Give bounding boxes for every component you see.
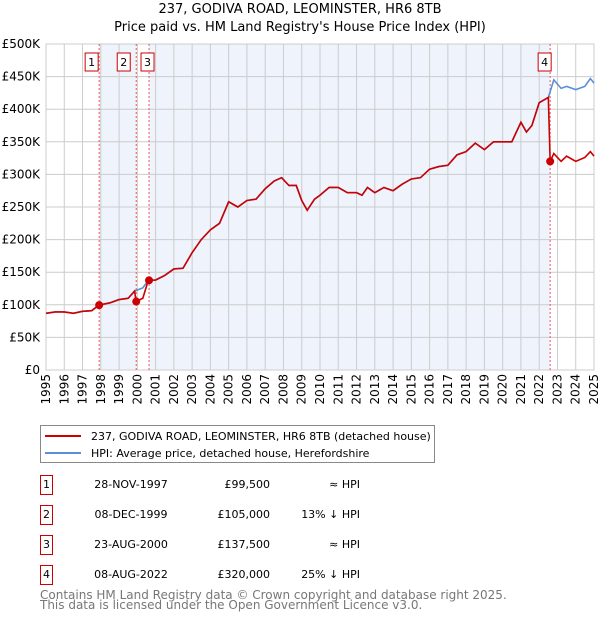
chart-title: 237, GODIVA ROAD, LEOMINSTER, HR6 8TB — [158, 2, 442, 17]
legend-label: 237, GODIVA ROAD, LEOMINSTER, HR6 8TB (d… — [91, 429, 431, 443]
x-tick-label: 2000 — [130, 374, 144, 405]
x-tick-label: 2023 — [550, 374, 564, 405]
sale-hpi-relation: ≈ HPI — [329, 478, 360, 491]
x-tick-label: 2010 — [313, 374, 327, 405]
x-tick-label: 2014 — [386, 374, 400, 405]
sale-date: 08-DEC-1999 — [94, 508, 168, 521]
x-tick-label: 2003 — [185, 374, 199, 405]
sale-label-box — [116, 52, 131, 72]
sale-label-box — [84, 52, 99, 72]
sale-marker-number: 1 — [40, 475, 53, 495]
sale-point — [546, 157, 555, 166]
y-tick-label: £500K — [2, 37, 42, 51]
sale-point — [132, 297, 141, 306]
x-tick-label: 2022 — [532, 374, 546, 405]
y-tick-label: £250K — [2, 200, 42, 214]
x-tick-label: 2020 — [496, 374, 510, 405]
x-tick-label: 1998 — [94, 374, 108, 405]
sale-marker-number: 4 — [40, 565, 53, 585]
x-tick-label: 1997 — [76, 374, 90, 405]
footer: Contains HM Land Registry data © Crown c… — [40, 588, 507, 612]
sale-hpi-relation: 25% ↓ HPI — [301, 568, 360, 581]
sale-hpi-relation: 13% ↓ HPI — [301, 508, 360, 521]
legend-label: HPI: Average price, detached house, Here… — [91, 446, 370, 460]
sale-date: 28-NOV-1997 — [94, 478, 168, 491]
x-tick-label: 2016 — [423, 374, 437, 405]
sale-point — [145, 276, 154, 285]
x-tick-label: 2018 — [459, 374, 473, 405]
x-tick-label: 2008 — [276, 374, 290, 405]
footer-line: This data is licensed under the Open Gov… — [40, 598, 423, 612]
sale-date: 08-AUG-2022 — [94, 568, 168, 581]
sale-marker-number: 3 — [40, 535, 53, 555]
x-tick-label: 2019 — [477, 374, 491, 405]
sale-row: 3 23-AUG-2000 £137,500 ≈ HPI — [40, 535, 440, 555]
sale-date: 23-AUG-2000 — [94, 538, 168, 551]
sale-price: £105,000 — [217, 508, 271, 521]
y-tick-label: £300K — [2, 167, 42, 181]
y-tick-label: £450K — [2, 70, 42, 84]
y-tick-label: £350K — [2, 135, 42, 149]
price-chart: £0 £50K £100K £150K £200K £250K £300K £350K £400… — [2, 37, 600, 405]
y-tick-label: £400K — [2, 102, 42, 116]
blue-line-swatch — [45, 452, 81, 454]
sale-label: 2 — [120, 56, 127, 69]
sale-price: £320,000 — [217, 568, 271, 581]
x-tick-label: 2007 — [258, 374, 272, 405]
x-tick-label: 2015 — [404, 374, 418, 405]
sale-label: 1 — [88, 56, 95, 69]
x-tick-label: 2013 — [368, 374, 382, 405]
x-tick-label: 1995 — [39, 374, 53, 405]
x-tick-label: 1996 — [57, 374, 71, 405]
sale-row: 1 28-NOV-1997 £99,500 ≈ HPI — [40, 475, 440, 495]
sale-label: 4 — [541, 56, 548, 69]
x-tick-label: 2005 — [222, 374, 236, 405]
chart-subtitle: Price paid vs. HM Land Registry's House … — [114, 20, 486, 35]
red-line-swatch — [45, 435, 81, 437]
sale-price: £137,500 — [217, 538, 271, 551]
sale-label: 3 — [144, 56, 151, 69]
x-tick-label: 2009 — [295, 374, 309, 405]
x-tick-label: 2012 — [350, 374, 364, 405]
legend-item-hpi: HPI: Average price, detached house, Here… — [45, 445, 369, 461]
sale-marker-number: 2 — [40, 505, 53, 525]
sale-point — [95, 301, 104, 310]
legend-item-property: 237, GODIVA ROAD, LEOMINSTER, HR6 8TB (d… — [45, 428, 431, 444]
y-tick-label: £150K — [2, 265, 42, 279]
x-tick-label: 2025 — [587, 374, 600, 405]
x-tick-label: 2004 — [203, 374, 217, 405]
x-tick-label: 2024 — [569, 374, 583, 405]
sale-price: £99,500 — [224, 478, 271, 491]
legend: 237, GODIVA ROAD, LEOMINSTER, HR6 8TB (d… — [40, 425, 435, 463]
x-tick-label: 2011 — [331, 374, 345, 405]
y-tick-label: £0 — [25, 363, 40, 377]
x-tick-label: 1999 — [112, 374, 126, 405]
footer-line: Contains HM Land Registry data © Crown c… — [40, 588, 507, 602]
x-tick-label: 2017 — [441, 374, 455, 405]
sale-label-box — [537, 52, 552, 72]
y-tick-label: £200K — [2, 233, 42, 247]
sale-row: 4 08-AUG-2022 £320,000 25% ↓ HPI — [40, 565, 440, 585]
sale-row: 2 08-DEC-1999 £105,000 13% ↓ HPI — [40, 505, 440, 525]
x-tick-label: 2002 — [167, 374, 181, 405]
x-tick-label: 2021 — [514, 374, 528, 405]
plot-frame — [45, 43, 595, 371]
sale-label-box — [140, 52, 155, 72]
y-tick-label: £100K — [2, 298, 42, 312]
x-tick-label: 2006 — [240, 374, 254, 405]
sale-hpi-relation: ≈ HPI — [329, 538, 360, 551]
y-tick-label: £50K — [9, 330, 41, 344]
x-tick-label: 2001 — [149, 374, 163, 405]
